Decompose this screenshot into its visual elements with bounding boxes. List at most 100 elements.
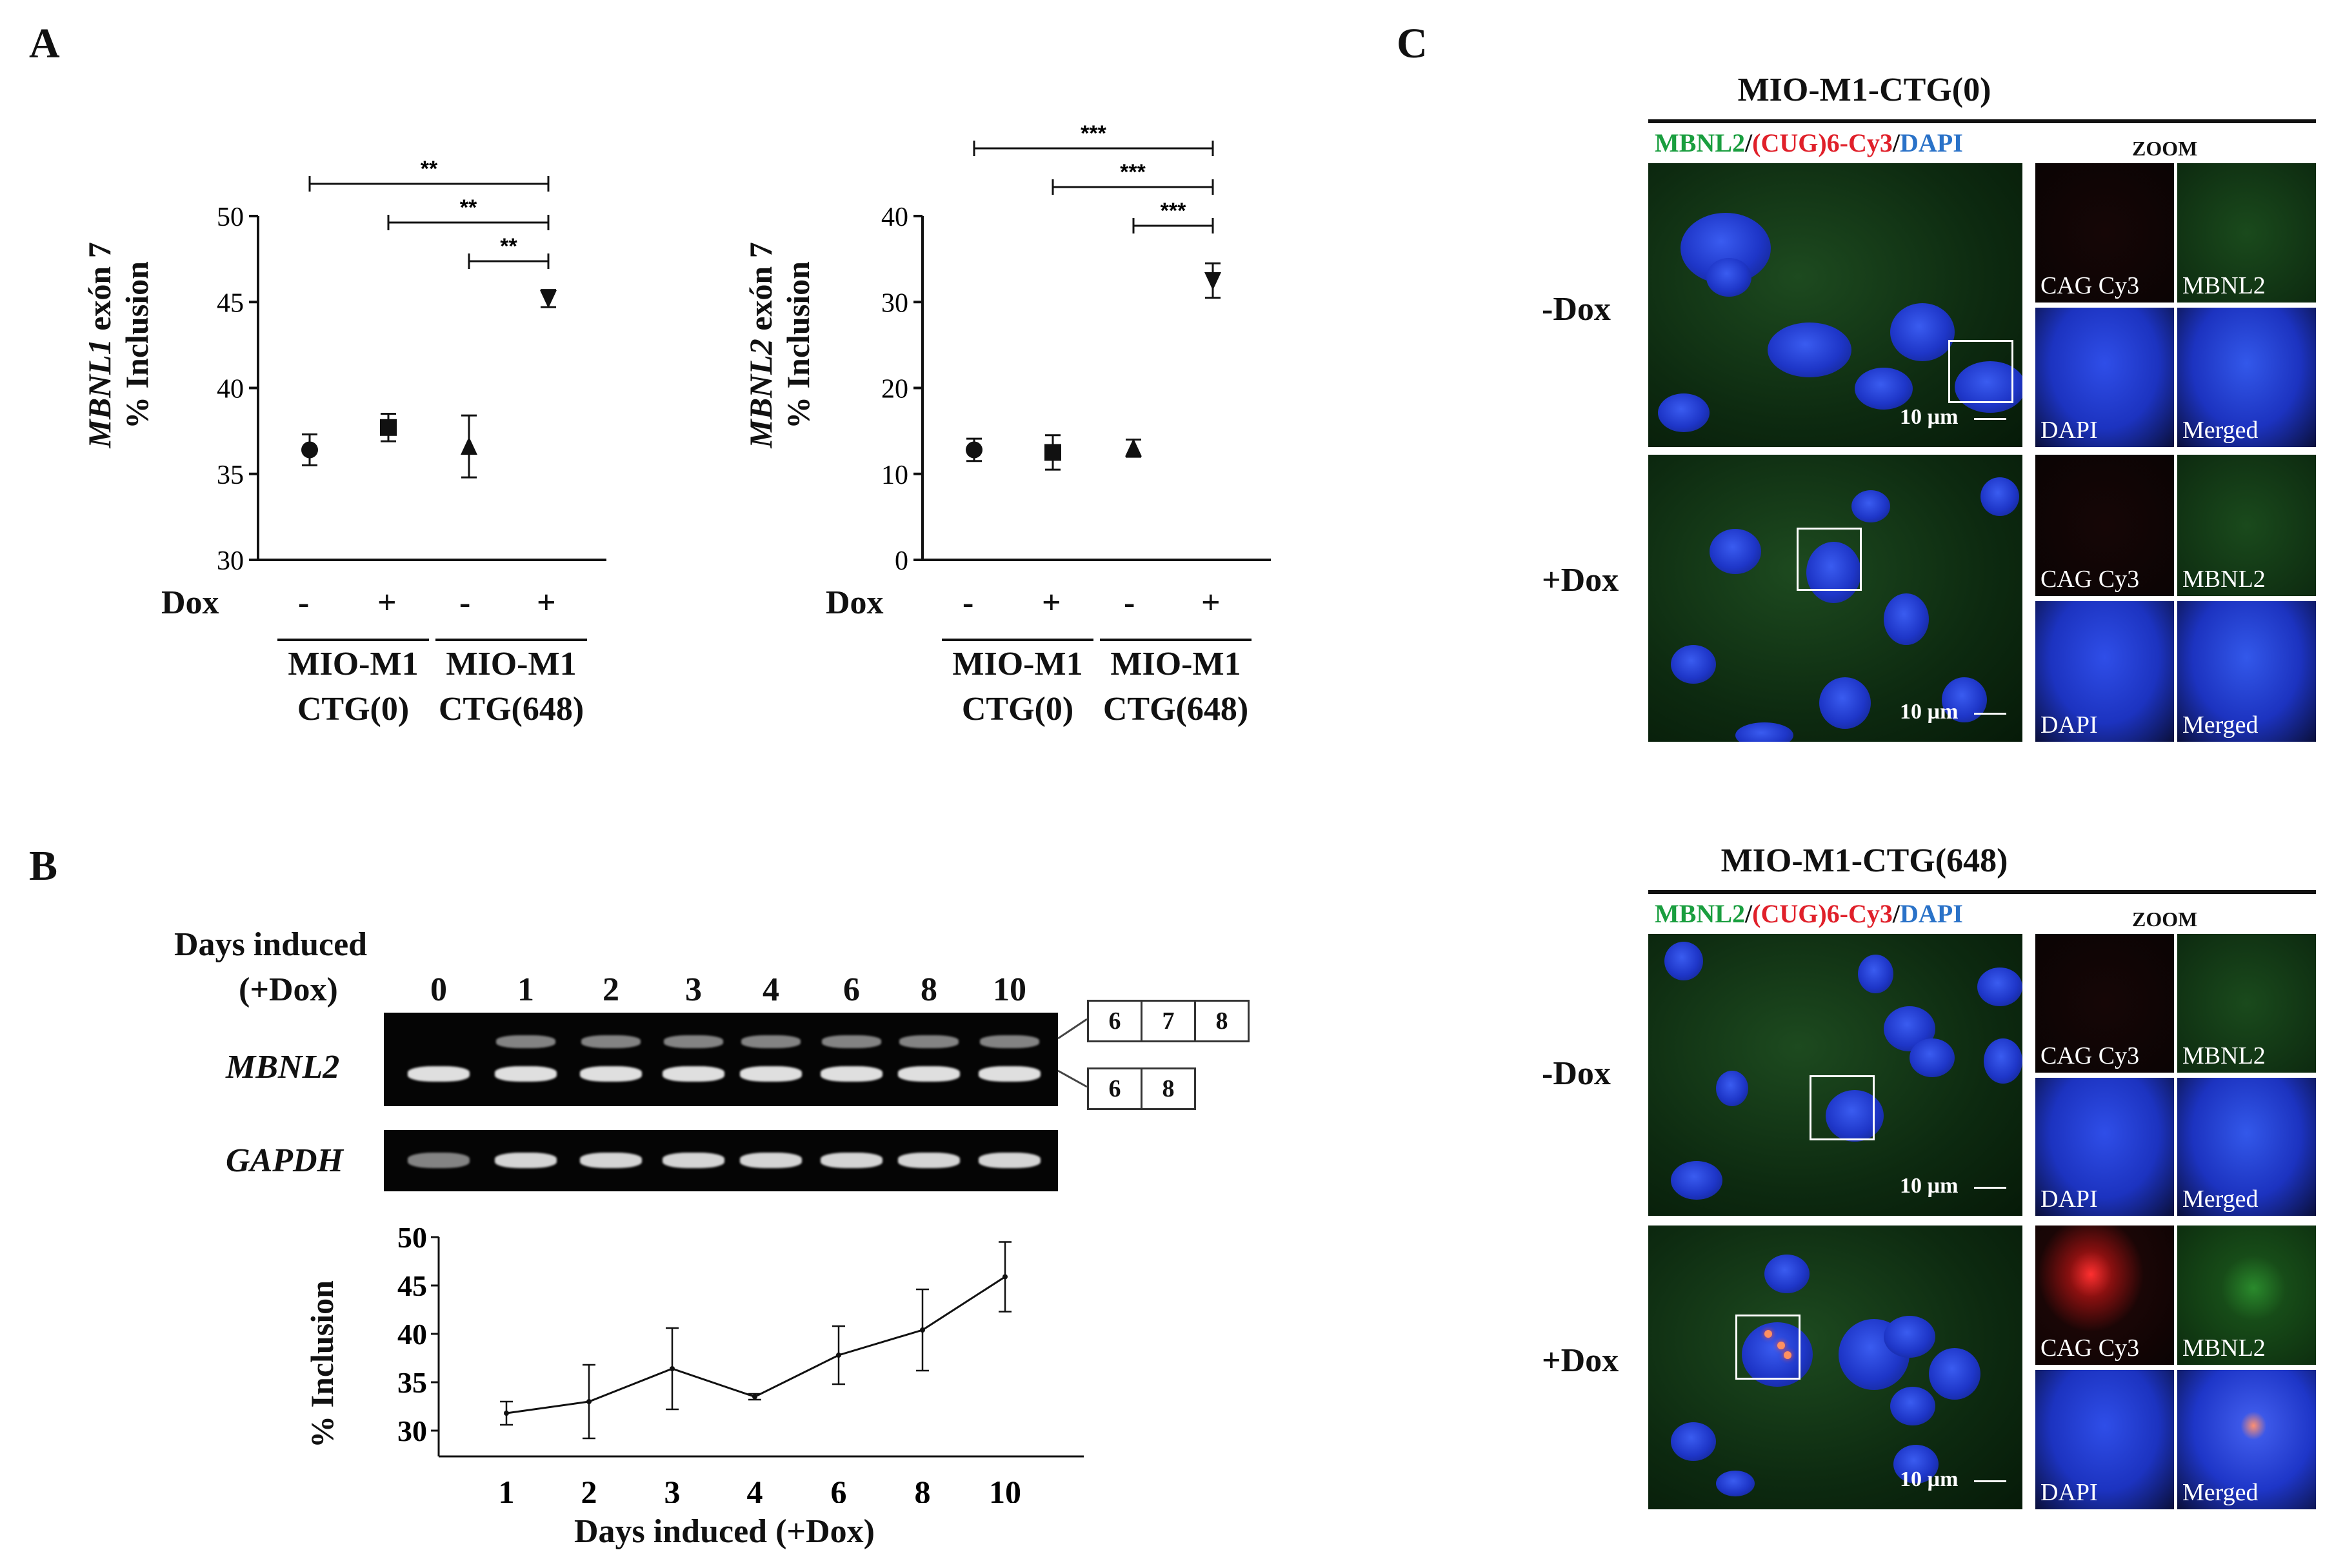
zoom-tile-label-2-2: DAPI [2040,1186,2098,1213]
legend-sep-1: / [1745,128,1753,157]
chart3-ylabel: % Inclusion [304,1280,340,1448]
gel-band-upper-4 [741,1035,801,1048]
gel-gapdh [384,1130,1058,1191]
chart3-point-3 [752,1394,757,1400]
zoom-tile-3-3: Merged [2177,1370,2316,1509]
exon-upper-6: 6 [1087,1000,1142,1042]
nucleus-3-1 [1742,1322,1813,1387]
scale-bar-label-1: 10 µm [1900,700,1959,724]
chart2-ytick-label-40: 40 [881,203,908,232]
chart2-svg: 0 10 20 30 40 *** *** *** [881,121,1271,576]
zoom-selection-box-0 [1948,340,2013,403]
panel-c-legend-1: MBNL2/(CUG)6-Cy3/DAPI [1655,128,1963,158]
chart2-sig-label-1: *** [1120,160,1146,184]
gel-band-lower-0 [408,1066,470,1082]
cond-plus-dox-1: +Dox [1542,562,1619,599]
zoom-tile-label-1-0: CAG Cy3 [2040,565,2140,593]
exon-connector-lines [1057,1018,1088,1088]
gel-band-upper-2 [581,1035,641,1048]
chart1-group1-line2: CTG(0) [297,691,410,728]
chart3-point-5 [920,1327,925,1333]
chart1-dox-1: - [298,584,310,621]
legend-sep-4: / [1892,899,1900,928]
gel-mbnl2 [384,1013,1058,1106]
zoom-tile-label-2-3: Merged [2182,1186,2259,1213]
gel-band-upper-3 [664,1035,723,1048]
gel-band-lower-1 [495,1066,557,1082]
zoom-tile-1-0: CAG Cy3 [2035,455,2174,596]
cond-minus-dox-2: -Dox [1542,1055,1611,1092]
chart3-point-0 [504,1411,509,1416]
chart2-dox-2: + [1042,584,1061,621]
zoom-tile-2-2: DAPI [2035,1077,2174,1216]
nucleus-1-1 [1710,529,1761,574]
gel-gapdh-band-7 [979,1153,1041,1168]
chart2-group1-line1: MIO-M1 [952,646,1083,682]
chart3-xtick-label-3: 3 [664,1474,681,1503]
gel-gapdh-band-4 [740,1153,802,1168]
gel-gapdh-band-1 [495,1153,557,1168]
chart1-group2-bar [435,639,587,641]
gel-gapdh-band-3 [663,1153,724,1168]
chart2-group2-bar [1100,639,1252,641]
panel-c-title-ctg0: MIO-M1-CTG(0) [1737,72,1991,108]
zoom-selection-box-2 [1810,1075,1875,1140]
chart2-ytick-label-0: 0 [895,546,908,576]
zoom-tile-1-2: DAPI [2035,600,2174,742]
nucleus-2-6 [1671,1161,1722,1200]
scale-bar-1 [1974,713,2006,715]
chart1-dox-2: + [377,584,397,621]
panel-letter-a: A [29,20,60,67]
zoom-tile-label-3-0: CAG Cy3 [2040,1335,2140,1362]
zoom-tile-0-1: MBNL2 [2177,163,2316,303]
scale-bar-2 [1974,1187,2006,1189]
panel-c-legend-2: MBNL2/(CUG)6-Cy3/DAPI [1655,898,1963,929]
panel-letter-c: C [1397,20,1428,67]
nucleus-2-0 [1664,942,1703,980]
chart2-group1-bar [942,639,1093,641]
gel-band-lower-5 [821,1066,883,1082]
chart1-ytick-label-40: 40 [217,375,244,404]
nucleus-1-3 [1884,593,1929,645]
nucleus-0-1 [1768,323,1851,377]
chart1-point-3 [540,290,557,308]
nucleus-3-0 [1764,1255,1810,1293]
zoom-tile-3-1: MBNL2 [2177,1226,2316,1365]
exon-lower-6: 6 [1087,1067,1142,1110]
chart2-ytick-label-20: 20 [881,375,908,404]
chart3-xtick-label-8: 8 [915,1474,931,1503]
gel-band-lower-2 [580,1066,642,1082]
nucleus-2-7 [1716,1071,1748,1106]
chart3-xlabel: Days induced (+Dox) [574,1513,875,1550]
chart2-point-2 [1125,438,1142,457]
gel-gapdh-band-6 [898,1153,960,1168]
micrograph-overview-3: 10 µm [1648,1226,2022,1509]
panel-letter-b: B [29,842,58,889]
nucleus-0-3 [1955,361,2022,413]
nucleus-1-5 [1819,677,1871,729]
scale-bar-label-3: 10 µm [1900,1467,1959,1491]
chart2-group2-line1: MIO-M1 [1110,646,1241,682]
zoom-tile-0-2: DAPI [2035,308,2174,447]
zoom-tile-label-2-1: MBNL2 [2182,1042,2266,1069]
chart3-point-6 [1002,1274,1008,1280]
chart3-xtick-label-1: 1 [499,1474,515,1503]
chart1-ytick-label-45: 45 [217,288,244,318]
chart3-ytick-label-50: 50 [397,1226,427,1254]
gel-lane-label-8: 8 [921,971,937,1008]
gel-band-lower-4 [740,1066,802,1082]
chart3-xtick-label-10: 10 [989,1474,1021,1503]
chart3-xtick-label-6: 6 [831,1474,847,1503]
chart2-dox-label: Dox [826,584,884,621]
gel-lane-label-2: 2 [603,971,619,1008]
panel-c-title-rule-1 [1648,119,2316,123]
zoom-tile-label-0-3: Merged [2182,417,2259,444]
chart2-dox-4: + [1201,584,1221,621]
chart1-sig-label-2: ** [500,234,517,259]
chart2-dox-1: - [963,584,974,621]
nucleus-1-7 [1942,677,1987,722]
days-induced-label: Days induced [174,926,368,963]
gel-lane-label-3: 3 [685,971,702,1008]
gel-band-upper-5 [822,1035,881,1048]
zoom-tile-2-0: CAG Cy3 [2035,934,2174,1073]
